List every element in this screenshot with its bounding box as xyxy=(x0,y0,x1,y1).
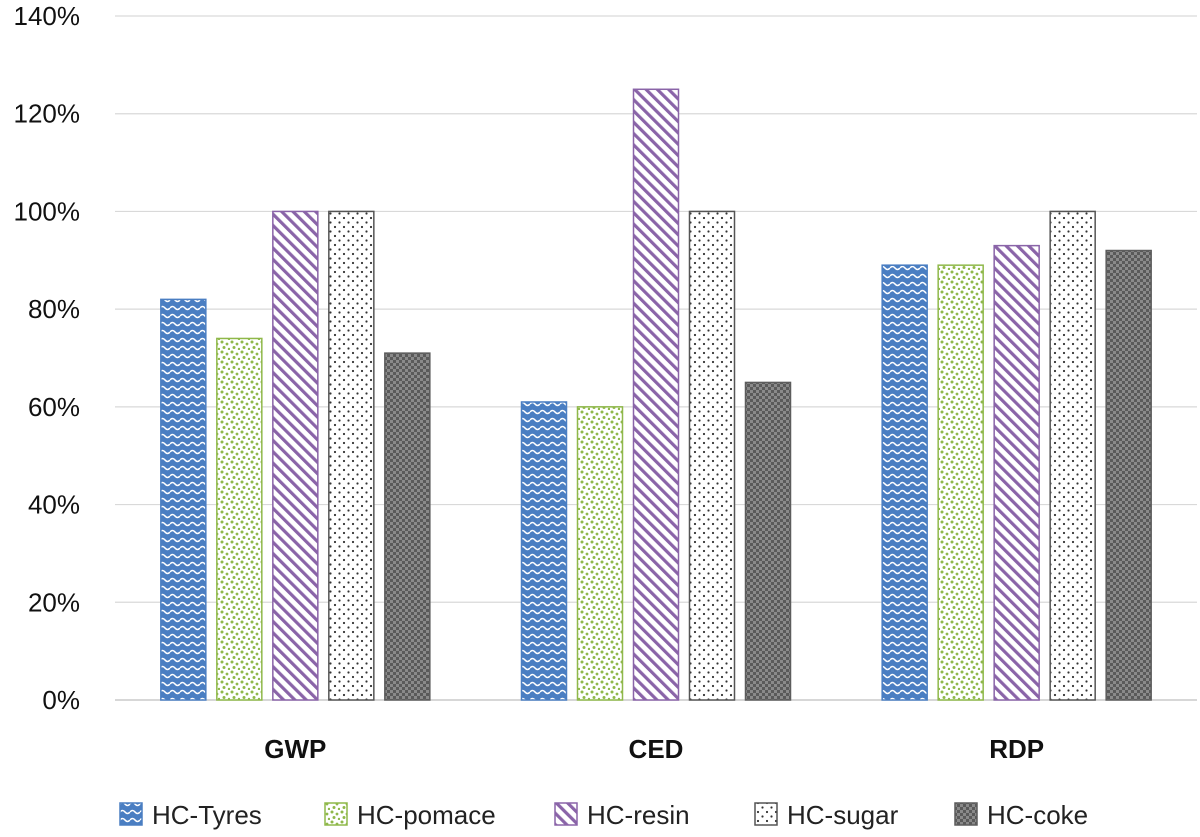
legend-item: HC-pomace xyxy=(324,800,496,830)
y-tick-label: 120% xyxy=(14,99,81,129)
x-category-label: RDP xyxy=(989,734,1044,764)
legend-item: HC-coke xyxy=(954,800,1088,830)
bar-hc-coke-ced xyxy=(744,381,792,701)
bar-hc-sugar-ced xyxy=(688,210,736,701)
bar-hc-sugar-rdp xyxy=(1049,210,1096,701)
legend-item: HC-sugar xyxy=(754,800,899,830)
bar-hc-tyres-gwp xyxy=(160,298,207,701)
legend-label: HC-pomace xyxy=(357,800,496,830)
bar-hc-resin-gwp xyxy=(272,210,319,701)
legend-label: HC-coke xyxy=(987,800,1088,830)
x-category-label: GWP xyxy=(264,734,326,764)
bar-hc-tyres-ced xyxy=(520,401,568,701)
y-tick-label: 20% xyxy=(28,587,80,617)
y-tick-label: 100% xyxy=(14,196,81,226)
legend-item: HC-resin xyxy=(554,800,690,830)
y-tick-label: 0% xyxy=(42,685,80,715)
y-tick-label: 140% xyxy=(14,1,81,31)
x-category-label: CED xyxy=(629,734,684,764)
legend-label: HC-resin xyxy=(587,800,690,830)
bars xyxy=(160,88,1152,701)
legend-label: HC-Tyres xyxy=(152,800,262,830)
bar-hc-resin-rdp xyxy=(993,244,1040,701)
bar-hc-pomace-rdp xyxy=(937,264,984,701)
legend-swatch xyxy=(554,802,578,826)
legend: HC-Tyres HC-pomace HC-resin HC-sugar HC-coke xyxy=(119,800,1088,830)
bar-hc-resin-ced xyxy=(632,88,680,701)
legend-label: HC-sugar xyxy=(787,800,899,830)
y-tick-label: 80% xyxy=(28,294,80,324)
x-axis: GWP CED RDP xyxy=(264,734,1044,764)
y-tick-label: 40% xyxy=(28,490,80,520)
bar-hc-sugar-gwp xyxy=(328,210,375,701)
bar-hc-coke-rdp xyxy=(1105,249,1152,701)
legend-item: HC-Tyres xyxy=(119,800,262,830)
bar-hc-tyres-rdp xyxy=(881,264,928,701)
y-tick-label: 60% xyxy=(28,392,80,422)
bar-hc-coke-gwp xyxy=(384,352,431,701)
bar-hc-pomace-gwp xyxy=(216,337,263,701)
y-axis: 0% 20% 40% 60% 80% 100% 120% 140% xyxy=(14,1,81,715)
legend-swatch xyxy=(754,802,778,826)
legend-swatch xyxy=(954,802,978,826)
legend-swatch xyxy=(324,802,348,826)
bar-hc-pomace-ced xyxy=(576,406,624,701)
legend-swatch xyxy=(119,802,143,826)
